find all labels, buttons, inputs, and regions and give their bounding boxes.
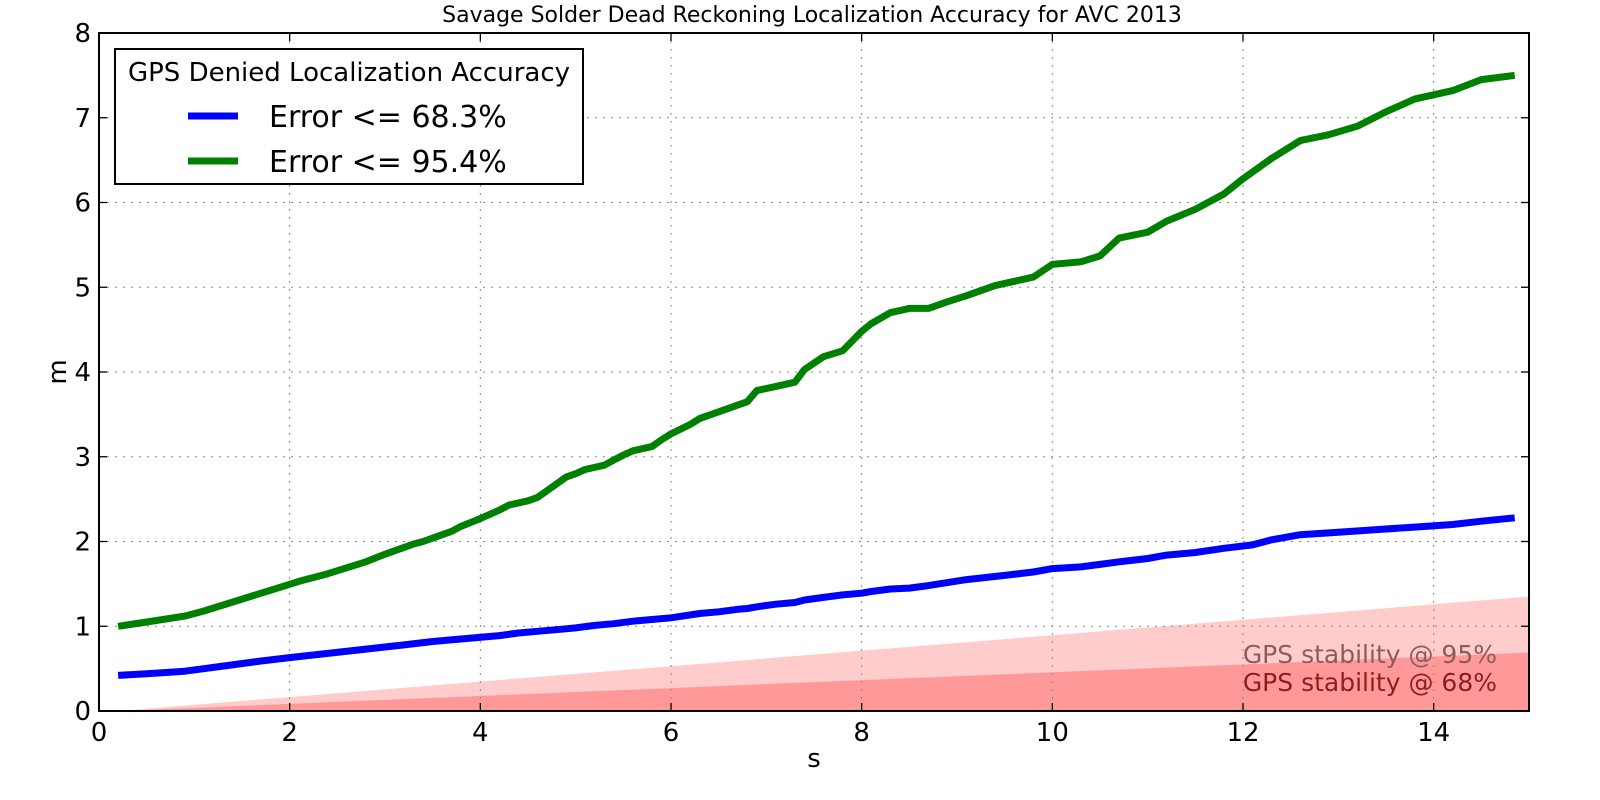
y-tick-label-6: 6 — [74, 189, 91, 219]
band-label-gps-stability-68: GPS stability @ 68% — [1243, 668, 1497, 697]
x-tick-label-0: 0 — [91, 718, 108, 748]
legend-label-error-68: Error <= 68.3% — [269, 100, 507, 135]
y-tick-label-5: 5 — [74, 273, 91, 303]
band-gps-stability-68 — [118, 652, 1530, 711]
x-tick-label-10: 10 — [1036, 718, 1069, 748]
x-tick-label-14: 14 — [1417, 718, 1450, 748]
legend-title: GPS Denied Localization Accuracy — [128, 58, 570, 88]
y-tick-label-4: 4 — [74, 358, 91, 388]
x-tick-label-8: 8 — [853, 718, 870, 748]
y-tick-label-2: 2 — [74, 528, 91, 558]
x-tick-label-4: 4 — [472, 718, 489, 748]
band-labels-layer: GPS stability @ 95%GPS stability @ 68% — [1243, 640, 1497, 697]
series-layer — [117, 71, 1516, 679]
x-tick-label-2: 2 — [281, 718, 298, 748]
series-line-error-95-4 — [117, 71, 1516, 630]
bands-layer — [118, 596, 1530, 711]
x-axis-label: s — [807, 744, 821, 774]
band-label-gps-stability-95: GPS stability @ 95% — [1243, 640, 1497, 669]
chart-title: Savage Solder Dead Reckoning Localizatio… — [442, 3, 1182, 28]
y-axis-label: m — [43, 359, 73, 384]
y-tick-label-8: 8 — [74, 19, 91, 49]
y-tick-label-7: 7 — [74, 104, 91, 134]
legend: GPS Denied Localization Accuracy Error <… — [114, 48, 584, 185]
y-tick-label-1: 1 — [74, 612, 91, 642]
y-tick-label-3: 3 — [74, 443, 91, 473]
series-line-error-68-3 — [117, 514, 1516, 679]
x-tick-label-12: 12 — [1226, 718, 1259, 748]
x-tick-label-6: 6 — [663, 718, 680, 748]
y-tick-label-0: 0 — [74, 697, 91, 727]
legend-label-error-95: Error <= 95.4% — [269, 145, 507, 180]
